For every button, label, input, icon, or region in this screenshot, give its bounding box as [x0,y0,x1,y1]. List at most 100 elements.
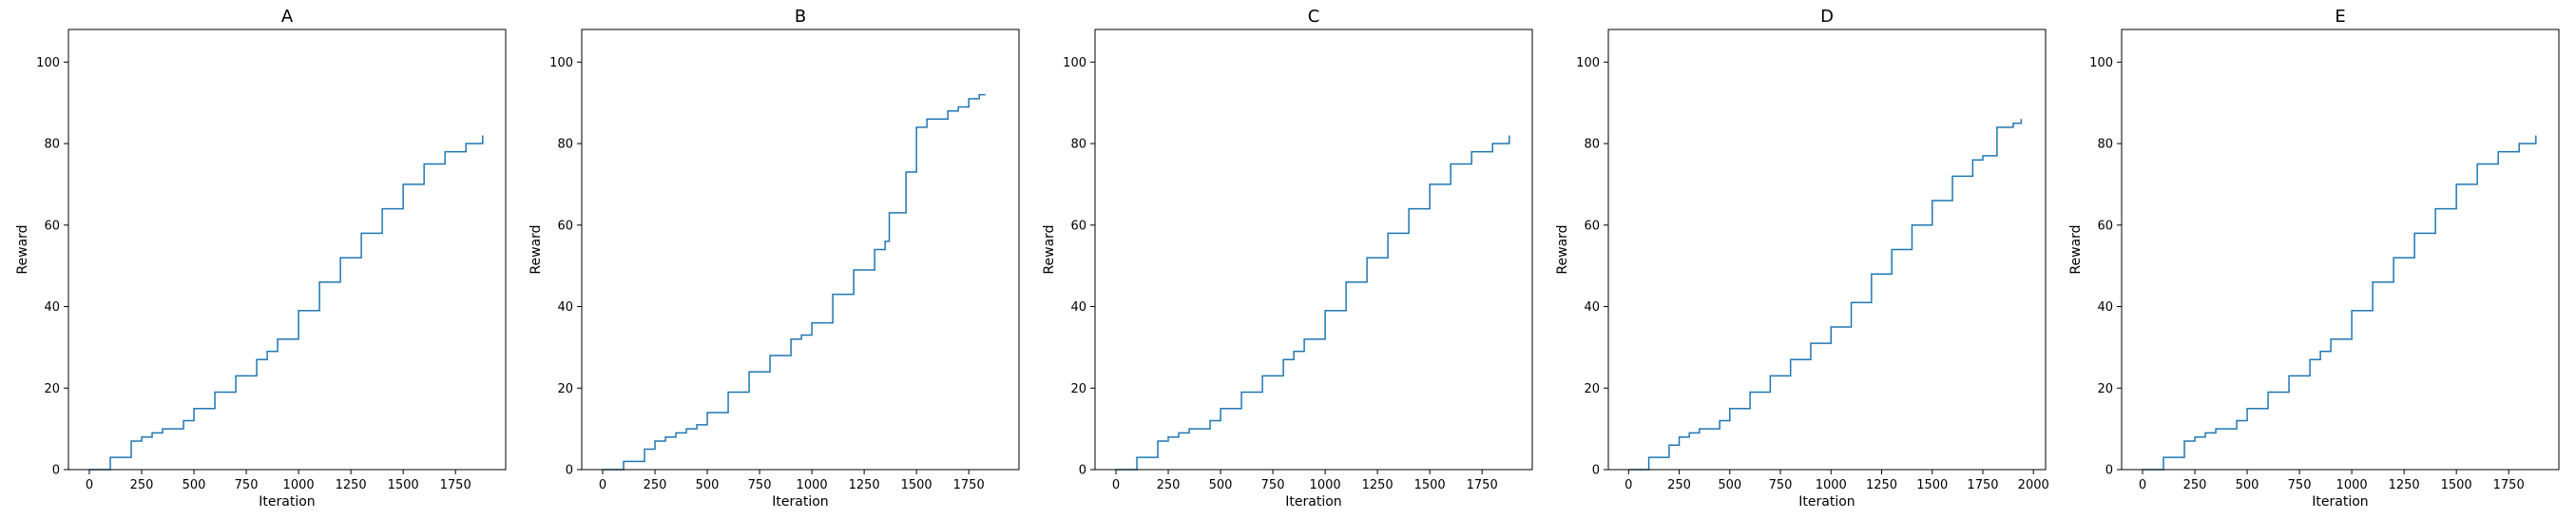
x-tick-label: 1500 [1414,478,1446,492]
x-tick-label: 250 [130,478,154,492]
axes-frame [1607,29,2047,471]
axes-frame [2121,29,2560,471]
y-tick-label: 0 [2105,464,2113,478]
x-tick-label: 1750 [440,478,471,492]
subplot-D: D 0 250 500 750 1000 1250 1500 1750 2000 0 20 40 60 80… [1555,7,2049,510]
series-line [2143,135,2537,471]
x-tick-label: 500 [1209,478,1233,492]
x-tick-label: 1250 [1362,478,1394,492]
x-tick-label: 500 [183,478,206,492]
subplot-E: E 0 250 500 750 1000 1250 1500 1750 0 20 40 60 80 100 I… [2068,7,2560,510]
x-tick-label: 0 [2139,478,2146,492]
x-tick-label: 1000 [1816,478,1847,492]
x-tick-label: 250 [1157,478,1181,492]
chart-title: B [795,7,806,27]
y-tick-label: 100 [36,56,60,70]
chart-title: A [281,7,294,27]
x-tick-label: 0 [86,478,93,492]
y-tick-label: 60 [44,219,60,233]
x-tick-label: 750 [2288,478,2312,492]
y-tick-label: 100 [1576,56,1600,70]
y-tick-label: 20 [557,382,573,396]
x-tick-label: 0 [599,478,606,492]
subplot-A: A 0 250 500 750 1000 1250 1500 1750 0 20 40 60 80 100 I… [15,7,507,510]
y-axis-label: Reward [1555,224,1570,274]
x-tick-label: 750 [1769,478,1793,492]
x-tick-label: 1750 [1467,478,1498,492]
x-tick-label: 1250 [336,478,367,492]
y-tick-label: 0 [1079,464,1086,478]
y-tick-label: 60 [557,219,573,233]
x-axis-label: Iteration [1285,494,1341,510]
y-tick-label: 20 [1584,382,1600,396]
x-tick-label: 500 [1718,478,1741,492]
x-tick-label: 1500 [388,478,419,492]
y-tick-label: 80 [1584,138,1600,152]
y-tick-label: 40 [1584,300,1600,315]
y-tick-label: 100 [1063,56,1086,70]
y-tick-label: 100 [2089,56,2113,70]
x-tick-label: 0 [1624,478,1632,492]
x-tick-label: 1750 [1967,478,1998,492]
x-tick-label: 250 [2183,478,2207,492]
x-tick-label: 500 [696,478,720,492]
x-tick-label: 1000 [797,478,828,492]
x-tick-label: 750 [748,478,772,492]
y-tick-label: 80 [1070,138,1086,152]
x-tick-label: 1000 [283,478,315,492]
y-tick-label: 60 [1070,219,1086,233]
x-tick-label: 1250 [1866,478,1897,492]
y-axis-label: Reward [1042,224,1057,274]
axes-frame [67,29,507,471]
x-tick-label: 1500 [901,478,932,492]
y-tick-label: 20 [1070,382,1086,396]
series-line [1116,135,1510,471]
x-tick-label: 0 [1112,478,1120,492]
x-tick-label: 2000 [2018,478,2049,492]
y-tick-label: 60 [2097,219,2113,233]
series-line [1628,119,2023,471]
x-tick-label: 250 [1667,478,1691,492]
y-tick-label: 60 [1584,219,1600,233]
axes-frame [1094,29,1533,471]
x-tick-label: 500 [2236,478,2259,492]
y-tick-label: 0 [566,464,573,478]
series-line [89,135,484,471]
y-tick-label: 0 [52,464,60,478]
series-line [603,93,986,471]
x-tick-label: 1000 [1310,478,1341,492]
x-axis-label: Iteration [2312,494,2368,510]
x-tick-label: 1750 [953,478,985,492]
y-tick-label: 40 [44,300,60,315]
x-tick-label: 1750 [2493,478,2525,492]
chart-title: C [1308,7,1320,27]
y-tick-label: 0 [1592,464,1600,478]
x-tick-label: 1500 [1916,478,1948,492]
chart-title: D [1820,7,1834,27]
y-tick-label: 20 [2097,382,2113,396]
y-tick-label: 80 [557,138,573,152]
x-tick-label: 750 [1261,478,1285,492]
x-axis-label: Iteration [259,494,315,510]
y-tick-label: 40 [557,300,573,315]
subplot-C: C 0 250 500 750 1000 1250 1500 1750 0 20 40 60 80 100 I… [1042,7,1533,510]
y-tick-label: 80 [2097,138,2113,152]
subplot-B: B 0 250 500 750 1000 1250 1500 1750 0 20 40 60 80 100 I… [529,7,1020,510]
y-tick-label: 80 [44,138,60,152]
x-tick-label: 750 [235,478,259,492]
chart-title: E [2335,7,2345,27]
x-tick-label: 1000 [2336,478,2368,492]
x-axis-label: Iteration [1798,494,1855,510]
x-axis-label: Iteration [772,494,828,510]
x-tick-label: 1250 [849,478,880,492]
y-tick-label: 40 [1070,300,1086,315]
x-tick-label: 1250 [2389,478,2420,492]
y-tick-label: 100 [549,56,573,70]
y-axis-label: Reward [15,224,30,274]
y-axis-label: Reward [529,224,544,274]
axes-frame [581,29,1020,471]
y-axis-label: Reward [2068,224,2084,274]
y-tick-label: 20 [44,382,60,396]
x-tick-label: 250 [644,478,667,492]
